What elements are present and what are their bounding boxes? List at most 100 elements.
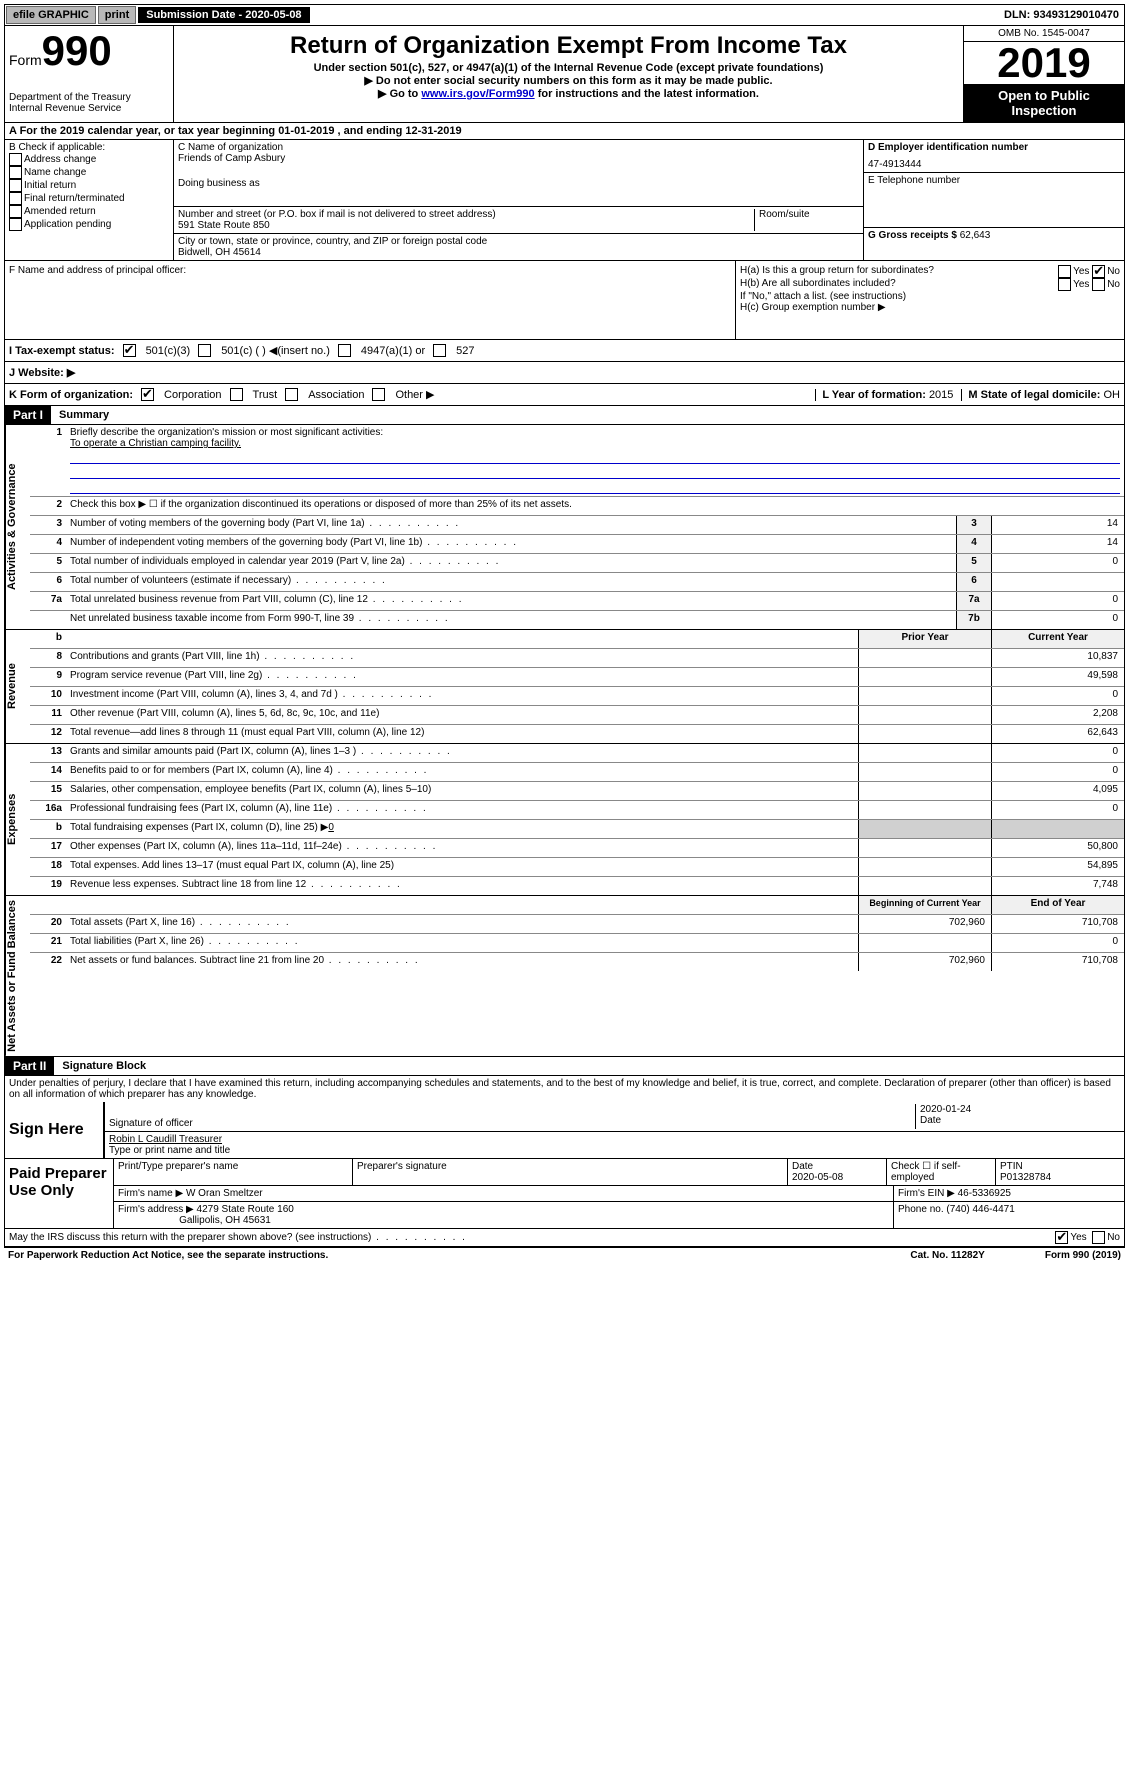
officer-name: Robin L Caudill Treasurer [109,1134,1120,1145]
row-i: I Tax-exempt status: 501(c)(3) 501(c) ( … [4,340,1125,362]
l3-val: 14 [991,516,1124,534]
bottom-bar: For Paperwork Reduction Act Notice, see … [4,1247,1125,1263]
city-label: City or town, state or province, country… [178,236,859,247]
preparer-block: Paid Preparer Use Only Print/Type prepar… [4,1159,1125,1229]
side-net-assets: Net Assets or Fund Balances [5,896,30,1056]
yes-2: Yes [1073,279,1089,290]
tax-year: 2019 [964,42,1124,84]
amended-check[interactable] [9,205,22,218]
side-expenses: Expenses [5,744,30,895]
dba-label: Doing business as [178,178,859,189]
l16b-label: Total fundraising expenses (Part IX, col… [70,822,328,833]
firm-ein-label: Firm's EIN ▶ [898,1188,958,1199]
tax-status-label: I Tax-exempt status: [9,345,115,357]
current-year-head: Current Year [991,630,1124,648]
discuss-no[interactable] [1092,1231,1105,1244]
sign-here: Sign Here [5,1102,103,1158]
form-label: Form [9,52,42,68]
501c-check[interactable] [198,344,211,357]
print-button[interactable]: print [98,6,136,24]
l18-label: Total expenses. Add lines 13–17 (must eq… [66,858,858,876]
firm-name: W Oran Smeltzer [186,1188,263,1199]
row-fh: F Name and address of principal officer:… [4,261,1125,340]
l17-val: 50,800 [991,839,1124,857]
corporation: Corporation [164,389,221,401]
l9-label: Program service revenue (Part VIII, line… [66,668,858,686]
dln: DLN: 93493129010470 [1004,9,1123,21]
submission-date: Submission Date - 2020-05-08 [138,7,309,23]
527-check[interactable] [433,344,446,357]
l9-val: 49,598 [991,668,1124,686]
part-2-header: Part II Signature Block [4,1057,1125,1076]
form-header: Form990 Department of the Treasury Inter… [4,26,1125,123]
ha-yes[interactable] [1058,265,1071,278]
ha-no[interactable] [1092,265,1105,278]
self-employed: Check ☐ if self-employed [887,1159,996,1185]
trust-check[interactable] [230,388,243,401]
l7a-label: Total unrelated business revenue from Pa… [66,592,956,610]
efile-button[interactable]: efile GRAPHIC [6,6,96,24]
discuss-row: May the IRS discuss this return with the… [4,1229,1125,1247]
l16b-val: 0 [328,822,334,833]
initial-return: Initial return [24,180,76,191]
l2-label: Check this box ▶ ☐ if the organization d… [66,497,1124,515]
revenue-section: Revenue bPrior YearCurrent Year 8Contrib… [4,630,1125,744]
hb-yes[interactable] [1058,278,1071,291]
name-change-check[interactable] [9,166,22,179]
4947-check[interactable] [338,344,351,357]
part-1-header: Part I Summary [4,406,1125,425]
l21-end: 0 [991,934,1124,952]
other-check[interactable] [372,388,385,401]
hc-label: H(c) Group exemption number ▶ [740,302,1120,313]
dept-treasury: Department of the Treasury [9,92,169,103]
pending-check[interactable] [9,218,22,231]
association: Association [308,389,364,401]
l14-val: 0 [991,763,1124,781]
l12-val: 62,643 [991,725,1124,743]
ptin: P01328784 [1000,1172,1051,1183]
addr-change: Address change [24,154,96,165]
discuss-yes[interactable] [1055,1231,1068,1244]
l14-label: Benefits paid to or for members (Part IX… [66,763,858,781]
l3-label: Number of voting members of the governin… [66,516,956,534]
final-check[interactable] [9,192,22,205]
l17-label: Other expenses (Part IX, column (A), lin… [66,839,858,857]
4947a1: 4947(a)(1) or [361,345,425,357]
mission-text: To operate a Christian camping facility. [70,438,241,449]
name-change: Name change [24,167,86,178]
sub3-pre: ▶ Go to [378,88,421,100]
l1-label: Briefly describe the organization's miss… [70,427,383,438]
perjury-text: Under penalties of perjury, I declare th… [5,1076,1124,1102]
l13-label: Grants and similar amounts paid (Part IX… [66,744,858,762]
row-j: J Website: ▶ [4,362,1125,384]
top-bar: efile GRAPHIC print Submission Date - 20… [4,4,1125,26]
firm-addr: 4279 State Route 160 [197,1204,294,1215]
firm-name-label: Firm's name ▶ [118,1188,186,1199]
prep-date-label: Date [792,1161,813,1172]
l6-val [991,573,1124,591]
l20-begin: 702,960 [858,915,991,933]
end-year-head: End of Year [991,896,1124,914]
ha-label: H(a) Is this a group return for subordin… [740,265,934,278]
501c3-check[interactable] [123,344,136,357]
l8-val: 10,837 [991,649,1124,667]
hb-no[interactable] [1092,278,1105,291]
no-2: No [1107,279,1120,290]
l10-val: 0 [991,687,1124,705]
l16a-val: 0 [991,801,1124,819]
prep-sig-label: Preparer's signature [353,1159,788,1185]
form990-link[interactable]: www.irs.gov/Form990 [421,88,534,100]
corp-check[interactable] [141,388,154,401]
preparer-title: Paid Preparer Use Only [5,1159,113,1228]
part-1-title: Summary [51,407,117,423]
officer-block: F Name and address of principal officer: [5,261,735,339]
assoc-check[interactable] [285,388,298,401]
l22-begin: 702,960 [858,953,991,971]
hb-note: If "No," attach a list. (see instruction… [740,291,1120,302]
initial-check[interactable] [9,179,22,192]
l16a-label: Professional fundraising fees (Part IX, … [66,801,858,819]
addr-change-check[interactable] [9,153,22,166]
501c: 501(c) ( ) ◀(insert no.) [221,344,330,357]
l15-val: 4,095 [991,782,1124,800]
l4-val: 14 [991,535,1124,553]
